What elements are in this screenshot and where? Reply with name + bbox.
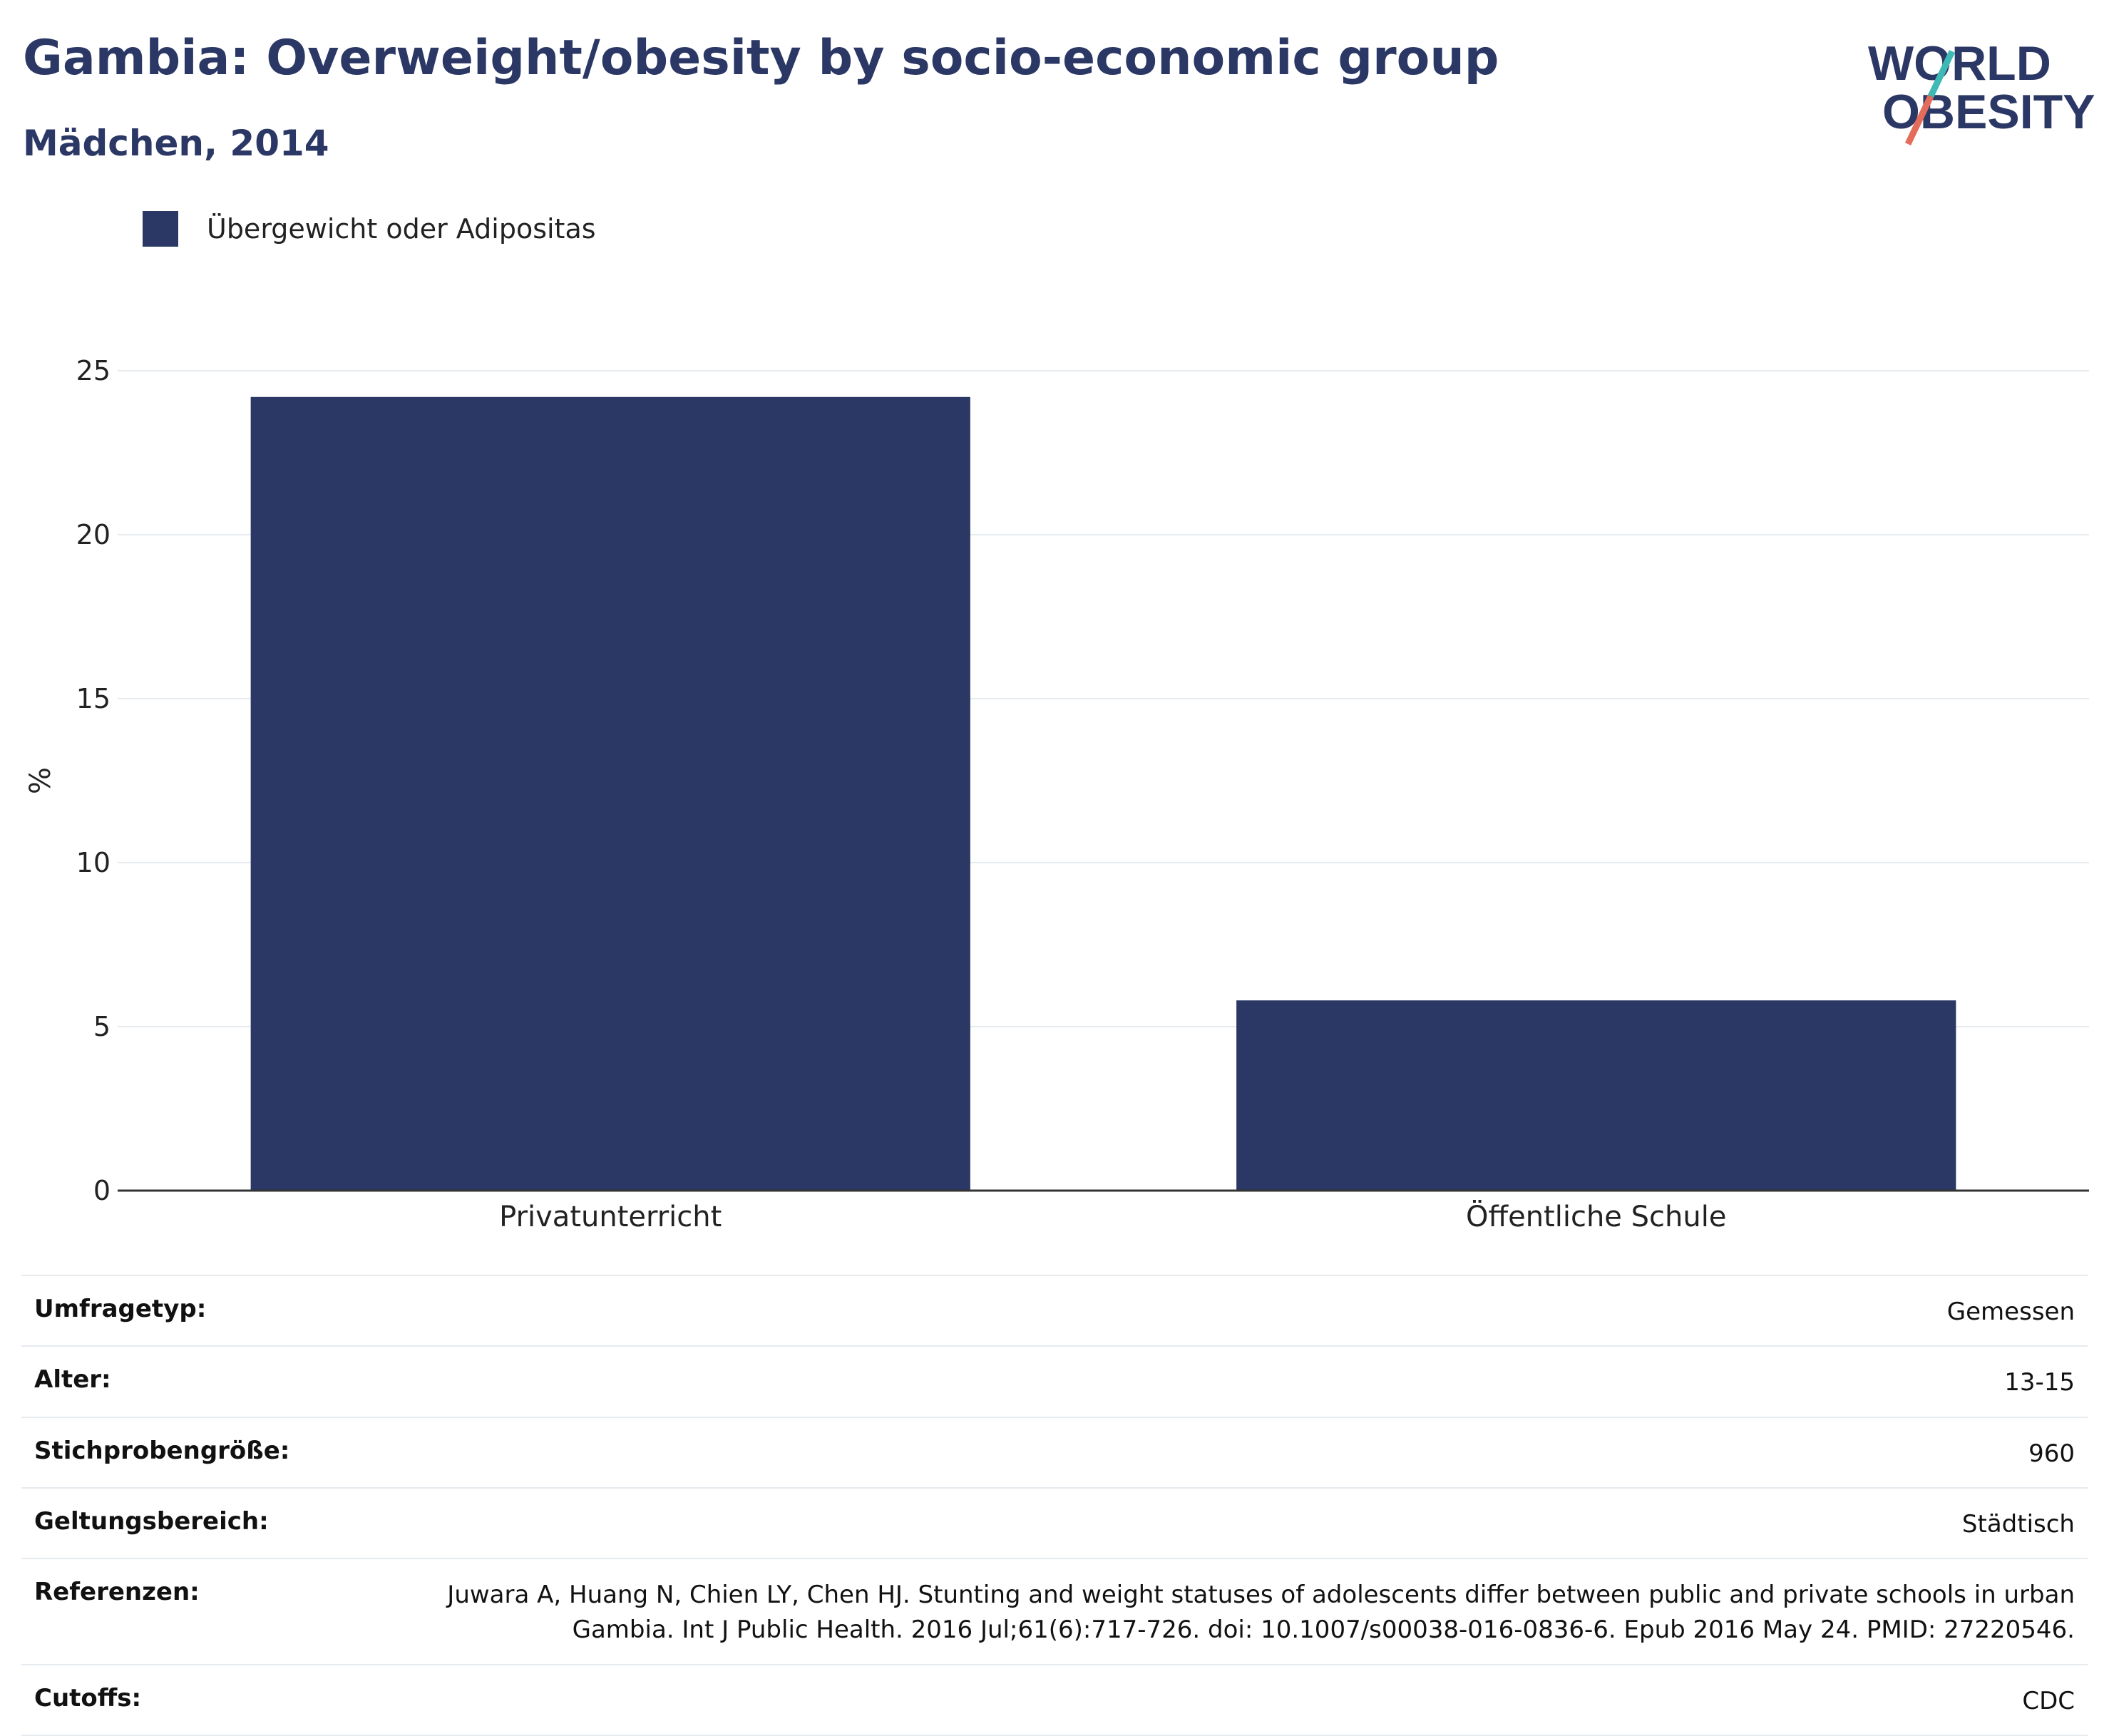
meta-value: 13-15 <box>2004 1368 2075 1397</box>
meta-value: CDC <box>2022 1686 2075 1715</box>
meta-row-scope: Geltungsbereich: Städtisch <box>21 1486 2088 1558</box>
bar <box>1236 1000 1956 1191</box>
logo-slash-teal <box>1927 50 1956 98</box>
y-tick-label: 20 <box>76 519 111 550</box>
y-tick-label: 15 <box>76 683 111 714</box>
bar <box>250 396 970 1191</box>
x-tick-label: Privatunterricht <box>499 1201 722 1233</box>
meta-value: Städtisch <box>1961 1509 2075 1539</box>
chart-legend: Übergewicht oder Adipositas <box>143 211 596 247</box>
logo-word-world: WORLD <box>1868 36 2051 91</box>
chart-subtitle: Mädchen, 2014 <box>23 123 329 164</box>
meta-row-survey-type: Umfragetyp: Gemessen <box>21 1275 2088 1345</box>
y-tick-label: 25 <box>76 355 111 386</box>
meta-label: Alter: <box>34 1365 111 1395</box>
meta-row-age: Alter: 13-15 <box>21 1345 2088 1416</box>
legend-swatch <box>143 211 178 247</box>
meta-label: Referenzen: <box>34 1578 200 1607</box>
metadata-table: Umfragetyp: Gemessen Alter: 13-15 Stichp… <box>21 1275 2088 1736</box>
meta-row-cutoffs: Cutoffs: CDC <box>21 1663 2088 1736</box>
x-tick-label: Öffentliche Schule <box>1466 1199 1726 1233</box>
bar-chart: 0 5 10 15 20 25% Privatunterricht Öffentliche S… <box>24 355 2089 1233</box>
y-axis-label: % <box>24 767 57 794</box>
meta-label: Umfragetyp: <box>34 1295 207 1323</box>
meta-label: Geltungsbereich: <box>34 1506 269 1536</box>
chart-title: Gambia: Overweight/obesity by socio-econ… <box>23 30 1499 86</box>
world-obesity-logo: WORLD OBESITY <box>1868 36 2095 145</box>
legend-label: Übergewicht oder Adipositas <box>207 213 596 245</box>
meta-label: Stichprobengröße: <box>34 1436 290 1465</box>
logo-slash-coral <box>1904 95 1934 145</box>
meta-value: Juwara A, Huang N, Chien LY, Chen HJ. St… <box>447 1581 2075 1645</box>
meta-label: Cutoffs: <box>34 1683 142 1712</box>
meta-value: 960 <box>2028 1439 2075 1468</box>
meta-value: Gemessen <box>1946 1298 2075 1326</box>
meta-row-sample-size: Stichprobengröße: 960 <box>21 1416 2088 1487</box>
y-tick-label: 5 <box>93 1011 111 1042</box>
meta-row-references: Referenzen: Juwara A, Huang N, Chien LY,… <box>21 1558 2088 1664</box>
y-tick-label: 0 <box>93 1175 111 1206</box>
y-tick-label: 10 <box>76 847 111 878</box>
